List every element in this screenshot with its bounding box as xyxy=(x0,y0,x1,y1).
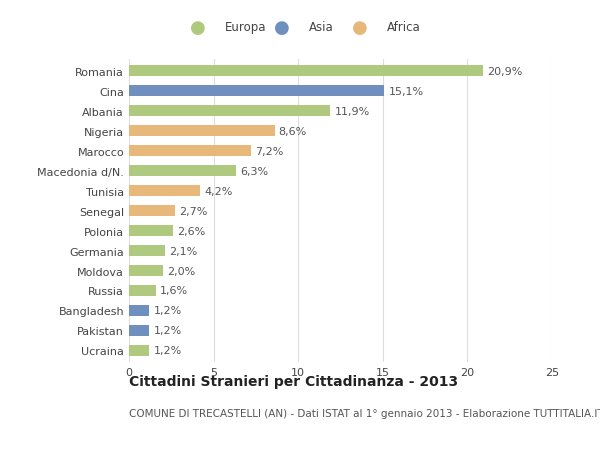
Bar xyxy=(129,166,236,177)
Text: 20,9%: 20,9% xyxy=(487,67,522,77)
Text: 15,1%: 15,1% xyxy=(389,87,424,96)
Bar xyxy=(129,66,482,77)
Text: Cittadini Stranieri per Cittadinanza - 2013: Cittadini Stranieri per Cittadinanza - 2… xyxy=(129,374,458,388)
Bar xyxy=(129,345,149,356)
Bar xyxy=(129,305,149,316)
Text: 1,6%: 1,6% xyxy=(160,286,188,296)
Text: ●: ● xyxy=(190,18,206,37)
Text: Europa: Europa xyxy=(225,21,266,34)
Text: 2,7%: 2,7% xyxy=(179,206,207,216)
Bar xyxy=(129,146,251,157)
Text: ●: ● xyxy=(274,18,290,37)
Text: 11,9%: 11,9% xyxy=(335,106,370,117)
Text: COMUNE DI TRECASTELLI (AN) - Dati ISTAT al 1° gennaio 2013 - Elaborazione TUTTIT: COMUNE DI TRECASTELLI (AN) - Dati ISTAT … xyxy=(129,408,600,418)
Bar xyxy=(129,206,175,217)
Bar xyxy=(129,246,164,257)
Text: 4,2%: 4,2% xyxy=(204,186,233,196)
Text: 1,2%: 1,2% xyxy=(154,326,182,336)
Text: Africa: Africa xyxy=(387,21,421,34)
Bar xyxy=(129,225,173,236)
Text: 8,6%: 8,6% xyxy=(279,126,307,136)
Bar xyxy=(129,325,149,336)
Text: 6,3%: 6,3% xyxy=(240,166,268,176)
Bar xyxy=(129,186,200,197)
Bar xyxy=(129,86,385,97)
Text: 1,2%: 1,2% xyxy=(154,346,182,356)
Text: ●: ● xyxy=(352,18,368,37)
Text: 2,0%: 2,0% xyxy=(167,266,196,276)
Text: 2,6%: 2,6% xyxy=(177,226,205,236)
Text: 7,2%: 7,2% xyxy=(255,146,283,157)
Text: 1,2%: 1,2% xyxy=(154,306,182,316)
Bar xyxy=(129,265,163,276)
Bar xyxy=(129,126,275,137)
Bar xyxy=(129,106,331,117)
Text: Asia: Asia xyxy=(309,21,334,34)
Text: 2,1%: 2,1% xyxy=(169,246,197,256)
Bar xyxy=(129,285,156,297)
